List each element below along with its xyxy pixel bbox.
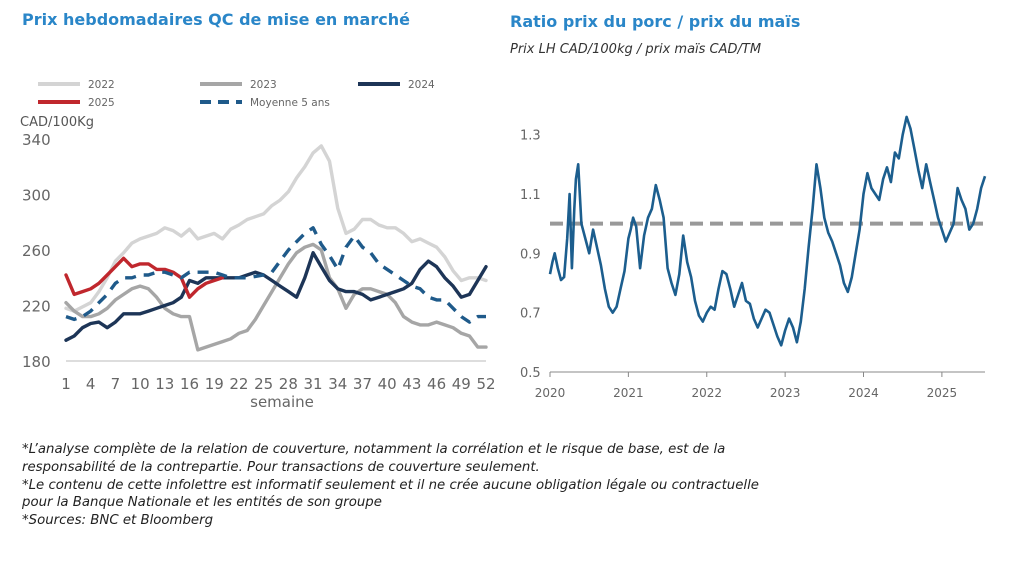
y-tick-label: 0.5 bbox=[520, 366, 541, 381]
footnote-line: *L’analyse complète de la relation de co… bbox=[22, 442, 726, 457]
y-tick-label: 1.1 bbox=[520, 188, 541, 203]
legend-label: Moyenne 5 ans bbox=[250, 97, 330, 109]
legend-label: 2022 bbox=[88, 79, 115, 91]
hog-corn-ratio-chart: 0.5 0.7 0.9 1.1 1.3 2020 2021 2022 2023 2024 2025 bbox=[520, 115, 987, 400]
footnote-line: *Sources: BNC et Bloomberg bbox=[22, 513, 214, 529]
x-tick-label: 2023 bbox=[770, 386, 801, 400]
series-line-2023 bbox=[64, 242, 488, 352]
x-tick-label: 2025 bbox=[927, 386, 958, 400]
series-line-2025 bbox=[64, 256, 225, 299]
y-tick-label: 260 bbox=[22, 242, 51, 260]
x-tick-label: 52 bbox=[476, 375, 495, 393]
right-chart-subtitle: Prix LH CAD/100kg / prix maïs CAD/TM bbox=[510, 42, 762, 57]
x-tick-label: 28 bbox=[279, 375, 298, 393]
series-line-2024 bbox=[64, 251, 488, 342]
x-tick-label: 49 bbox=[452, 375, 471, 393]
y-tick-label: 0.9 bbox=[520, 247, 541, 262]
x-tick-label: 46 bbox=[427, 375, 446, 393]
y-axis-label: CAD/100Kg bbox=[20, 115, 94, 130]
x-tick-label: 34 bbox=[328, 375, 347, 393]
y-tick-label: 340 bbox=[22, 131, 51, 149]
y-tick-label: 180 bbox=[22, 353, 51, 371]
x-tick-label: 2024 bbox=[848, 386, 879, 400]
y-tick-label: 1.3 bbox=[520, 129, 541, 144]
y-tick-label: 300 bbox=[22, 187, 51, 205]
x-tick-label: 22 bbox=[229, 375, 248, 393]
x-tick-label: 7 bbox=[111, 375, 121, 393]
x-tick-label: 2022 bbox=[691, 386, 722, 400]
x-axis-title: semaine bbox=[250, 393, 314, 411]
x-tick-label: 2021 bbox=[613, 386, 644, 400]
y-tick-label: 0.7 bbox=[520, 307, 541, 322]
footnote-line: responsabilité de la contrepartie. Pour … bbox=[22, 459, 540, 475]
legend-label: 2024 bbox=[408, 79, 435, 91]
legend-label: 2023 bbox=[250, 79, 277, 91]
left-chart-title: Prix hebdomadaires QC de mise en marché bbox=[22, 10, 410, 29]
x-tick-label: 37 bbox=[353, 375, 372, 393]
x-tick-label: 40 bbox=[378, 375, 397, 393]
series-line-moyenne-5-ans bbox=[65, 226, 486, 324]
x-tick-label: 2020 bbox=[535, 386, 566, 400]
footnotes: *L’analyse complète de la relation de co… bbox=[22, 441, 1002, 530]
x-tick-label: 10 bbox=[131, 375, 150, 393]
weekly-price-chart: 2022 2023 2024 2025 Moyenne 5 ans CAD/100Kg 18… bbox=[20, 79, 496, 411]
ratio-series-line bbox=[548, 115, 987, 347]
x-tick-label: 1 bbox=[61, 375, 71, 393]
x-tick-label: 13 bbox=[155, 375, 174, 393]
y-tick-label: 220 bbox=[22, 298, 51, 316]
right-chart-title: Ratio prix du porc / prix du maïs bbox=[510, 12, 801, 31]
x-tick-label: 25 bbox=[254, 375, 273, 393]
footnote-line: *Le contenu de cette infolettre est info… bbox=[22, 477, 759, 493]
x-tick-label: 16 bbox=[180, 375, 199, 393]
x-tick-label: 4 bbox=[86, 375, 96, 393]
footnote-line: pour la Banque Nationale et les entités … bbox=[22, 495, 382, 511]
x-tick-label: 19 bbox=[205, 375, 224, 393]
legend-label: 2025 bbox=[88, 97, 115, 109]
x-tick-label: 43 bbox=[402, 375, 421, 393]
x-tick-label: 31 bbox=[304, 375, 323, 393]
series-line-2022 bbox=[64, 144, 488, 313]
